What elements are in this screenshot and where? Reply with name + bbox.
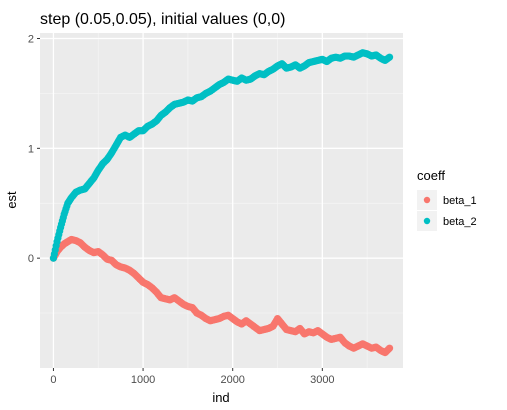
x-tick-label: 2000: [220, 374, 244, 386]
legend-swatch: [423, 196, 431, 204]
legend-swatch: [423, 217, 431, 225]
data-points: [49, 49, 394, 357]
series-beta_2: [49, 49, 394, 262]
data-point: [385, 53, 394, 61]
x-tick-label: 3000: [310, 374, 334, 386]
legend-title: coeff: [417, 168, 445, 183]
legend: coeff beta_1 beta_2: [417, 168, 477, 231]
y-axis-ticks: 0 1 2: [28, 33, 40, 265]
data-point: [385, 344, 394, 352]
y-tick-label: 0: [28, 253, 34, 265]
plot-panel: [40, 33, 403, 368]
grid: [40, 33, 403, 368]
y-tick-label: 2: [28, 33, 34, 45]
y-tick-label: 1: [28, 143, 34, 155]
x-tick-label: 0: [50, 374, 56, 386]
x-tick-label: 1000: [131, 374, 155, 386]
legend-label: beta_2: [443, 216, 477, 228]
x-axis-ticks: 0 1000 2000 3000: [50, 368, 335, 386]
y-axis-title: est: [4, 191, 19, 209]
chart-title: step (0.05,0.05), initial values (0,0): [40, 11, 285, 28]
legend-label: beta_1: [443, 195, 477, 207]
x-axis-title: ind: [212, 390, 229, 405]
